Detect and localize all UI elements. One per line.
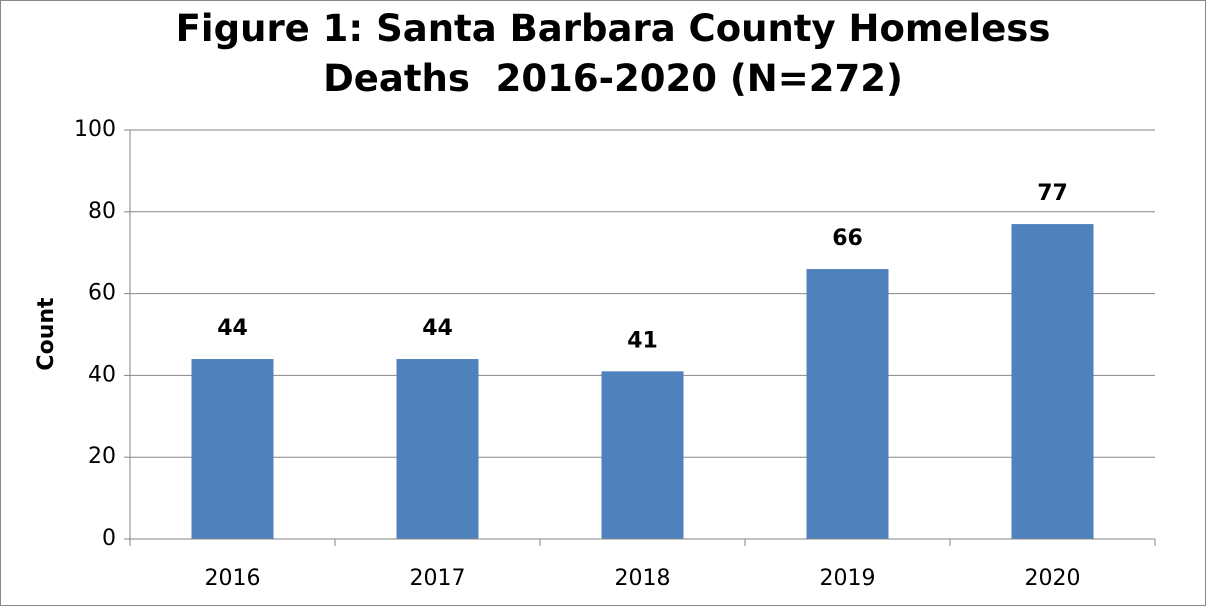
- chart-title: Figure 1: Santa Barbara County Homeless …: [175, 7, 1064, 100]
- y-tick-label: 40: [88, 362, 116, 387]
- y-tick-label: 60: [88, 281, 116, 306]
- y-tick-label: 100: [74, 117, 116, 142]
- y-tick-label: 80: [88, 199, 116, 224]
- x-tick-label: 2016: [205, 566, 261, 591]
- bar: [191, 359, 274, 539]
- y-tick-label: 0: [102, 526, 116, 551]
- x-tick-label: 2018: [615, 566, 671, 591]
- bar: [601, 371, 684, 539]
- y-axis-label: Count: [34, 297, 59, 371]
- data-label: 41: [627, 328, 658, 353]
- bar: [396, 359, 479, 539]
- x-tick-label: 2017: [410, 566, 466, 591]
- bar: [806, 269, 889, 539]
- y-tick-label: 20: [88, 444, 116, 469]
- bar: [1011, 224, 1094, 539]
- data-label: 44: [217, 316, 248, 341]
- data-label: 44: [422, 316, 453, 341]
- data-label: 77: [1037, 181, 1068, 206]
- data-label: 66: [832, 226, 863, 251]
- x-tick-label: 2020: [1025, 566, 1081, 591]
- x-tick-label: 2019: [820, 566, 876, 591]
